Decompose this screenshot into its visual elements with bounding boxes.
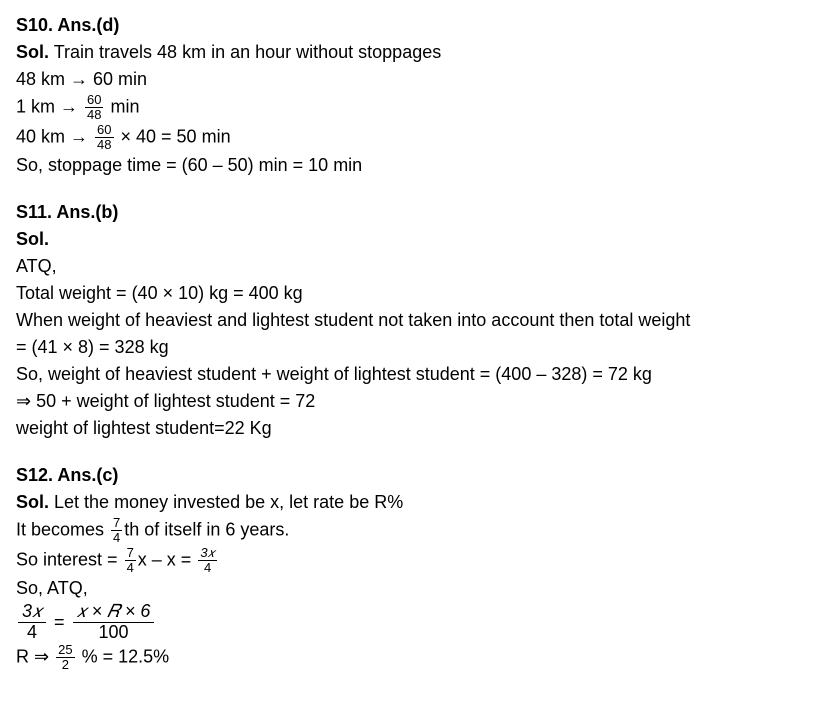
fraction-den: 48 (85, 108, 103, 122)
fraction-den: 2 (56, 658, 74, 672)
s11-line1: ATQ, (16, 253, 811, 280)
sol-label: Sol. (16, 42, 49, 62)
s10-line2: 48 km → 60 min (16, 66, 811, 93)
solution-s10: S10. Ans.(d) Sol. Train travels 48 km in… (16, 12, 811, 179)
sol-label: Sol. (16, 492, 49, 512)
s10-l3-post: min (105, 97, 139, 117)
solution-s11: S11. Ans.(b) Sol. ATQ, Total weight = (4… (16, 199, 811, 442)
solution-s12: S12. Ans.(c) Sol. Let the money invested… (16, 462, 811, 672)
fraction-den: 4 (198, 561, 216, 575)
s12-header: S12. Ans.(c) (16, 462, 811, 489)
fraction: 6048 (85, 93, 103, 123)
fraction-num: 60 (95, 123, 113, 138)
s10-text1: Train travels 48 km in an hour without s… (49, 42, 441, 62)
fraction-num: 3𝑥 (18, 602, 46, 623)
equals-sign: = (54, 609, 65, 636)
s10-l3-pre: 1 km → (16, 97, 83, 117)
s10-line5: So, stoppage time = (60 – 50) min = 10 m… (16, 152, 811, 179)
fraction-num: 7 (125, 546, 136, 561)
fraction: 3𝑥4 (18, 602, 46, 643)
s12-line2: It becomes 74th of itself in 6 years. (16, 516, 811, 546)
s12-line3: So interest = 74x – x = 3𝑥4 (16, 546, 811, 576)
s10-l4-post: × 40 = 50 min (116, 126, 231, 146)
fraction: 6048 (95, 123, 113, 153)
fraction: 252 (56, 643, 74, 673)
fraction: 𝑥 × 𝑅 × 6100 (73, 602, 155, 643)
s12-line4: So, ATQ, (16, 575, 811, 602)
s12-line1: Sol. Let the money invested be x, let ra… (16, 489, 811, 516)
s11-line5: So, weight of heaviest student + weight … (16, 361, 811, 388)
s10-line1: Sol. Train travels 48 km in an hour with… (16, 39, 811, 66)
s10-l4-pre: 40 km → (16, 126, 93, 146)
fraction-num: 25 (56, 643, 74, 658)
fraction-den: 4 (111, 531, 122, 545)
sol-label: Sol. (16, 226, 811, 253)
s11-line2: Total weight = (40 × 10) kg = 400 kg (16, 280, 811, 307)
fraction-num: 𝑥 × 𝑅 × 6 (73, 602, 155, 623)
s12-l3-mid: x – x = (138, 549, 197, 569)
s12-text1: Let the money invested be x, let rate be… (49, 492, 403, 512)
s12-l2-post: th of itself in 6 years. (124, 520, 289, 540)
s12-line6: R ⇒ 252 % = 12.5% (16, 643, 811, 673)
s11-header: S11. Ans.(b) (16, 199, 811, 226)
s11-line7: weight of lightest student=22 Kg (16, 415, 811, 442)
s11-line3: When weight of heaviest and lightest stu… (16, 307, 811, 334)
s11-line4: = (41 × 8) = 328 kg (16, 334, 811, 361)
s10-line3: 1 km → 6048 min (16, 93, 811, 123)
fraction-num: 60 (85, 93, 103, 108)
fraction: 74 (125, 546, 136, 576)
s12-l6-post: % = 12.5% (77, 647, 170, 667)
fraction-den: 4 (18, 623, 46, 643)
fraction-num: 3𝑥 (198, 546, 216, 561)
s11-line6: ⇒ 50 + weight of lightest student = 72 (16, 388, 811, 415)
s12-l2-pre: It becomes (16, 520, 109, 540)
s12-line5: 3𝑥4 = 𝑥 × 𝑅 × 6100 (16, 602, 811, 643)
fraction-num: 7 (111, 516, 122, 531)
fraction-den: 4 (125, 561, 136, 575)
s12-l6-pre: R ⇒ (16, 647, 54, 667)
s10-header: S10. Ans.(d) (16, 12, 811, 39)
fraction: 74 (111, 516, 122, 546)
fraction-den: 48 (95, 138, 113, 152)
s10-line4: 40 km → 6048 × 40 = 50 min (16, 123, 811, 153)
fraction: 3𝑥4 (198, 546, 216, 576)
s12-l3-pre: So interest = (16, 549, 123, 569)
fraction-den: 100 (73, 623, 155, 643)
